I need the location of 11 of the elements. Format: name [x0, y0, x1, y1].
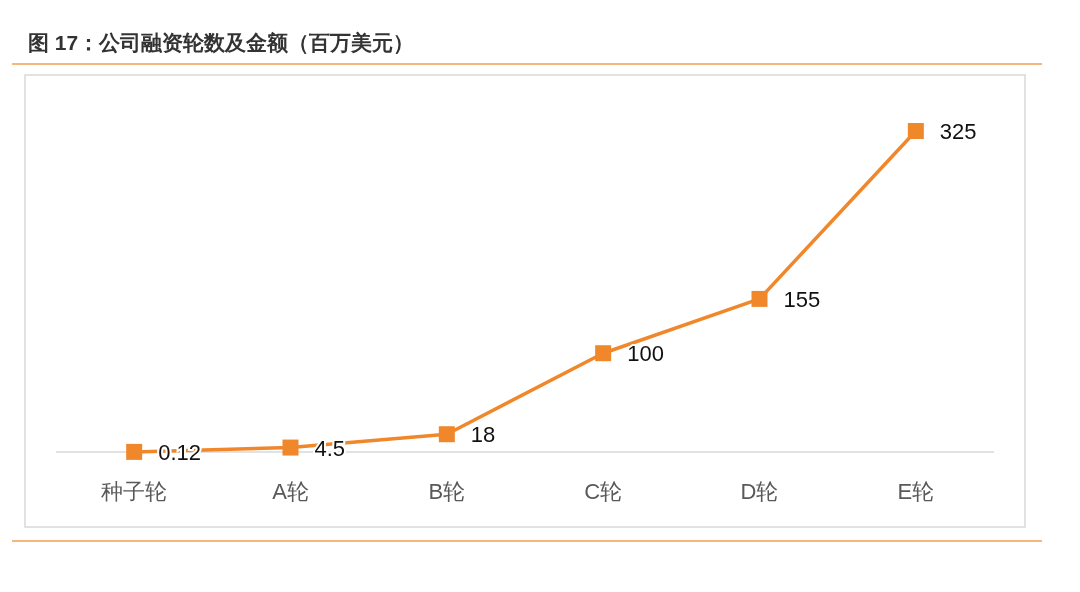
- x-tick: 种子轮: [101, 479, 168, 504]
- x-tick: C轮: [584, 479, 623, 504]
- data-label: 18: [470, 422, 496, 448]
- data-label: 155: [783, 286, 821, 312]
- x-tick: A轮: [272, 479, 309, 504]
- x-tick: D轮: [740, 479, 779, 504]
- data-label: 100: [627, 341, 664, 367]
- x-tick: E轮: [897, 479, 935, 504]
- title: 图 17：公司融资轮数及金额（百万美元）: [28, 31, 415, 54]
- data-label: 325: [939, 119, 977, 144]
- x-tick: B轮: [428, 479, 466, 504]
